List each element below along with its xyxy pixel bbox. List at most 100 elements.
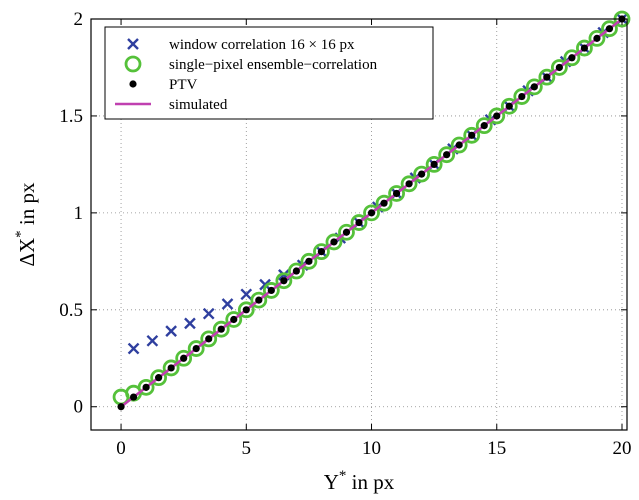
data-point-dot — [205, 335, 213, 343]
data-point-dot — [280, 277, 288, 285]
x-axis-label: Y* in px — [324, 468, 395, 494]
data-point-dot — [129, 80, 137, 88]
data-point-circle — [601, 20, 618, 38]
y-axis-label-units: in px — [15, 182, 39, 230]
data-point-dot — [330, 238, 338, 246]
data-point-dot — [217, 325, 225, 333]
x-marker-stroke — [165, 325, 177, 337]
y-axis-label-base: ΔX — [15, 238, 39, 267]
data-point-circle — [313, 243, 330, 261]
legend-label: single−pixel ensemble−correlation — [169, 57, 378, 73]
data-point-circle — [200, 330, 218, 348]
data-point-dot — [367, 209, 376, 217]
data-point-circle — [262, 282, 280, 299]
y-axis-label: ΔX* in px — [13, 182, 39, 267]
data-point-dot — [505, 102, 513, 110]
data-point-dot — [543, 73, 551, 81]
legend-label: simulated — [169, 97, 228, 113]
x-marker-stroke — [184, 317, 196, 330]
x-tick-label: 15 — [487, 438, 506, 459]
data-point-circle — [237, 301, 255, 319]
x-axis-label-base: Y — [324, 470, 339, 494]
data-point-circle — [576, 39, 593, 57]
data-point-circle — [538, 68, 556, 86]
x-axis-label-units: in px — [346, 470, 394, 494]
data-point-circle — [275, 272, 293, 290]
data-point-circle — [338, 223, 355, 241]
legend-label: window correlation 16 × 16 px — [169, 37, 355, 53]
data-point-circle — [475, 117, 493, 135]
data-point-circle — [124, 55, 142, 73]
data-point-circle — [225, 311, 243, 328]
data-point-x-marker — [240, 288, 253, 301]
data-point-circle — [137, 378, 155, 396]
legend-entry: window correlation 16 × 16 px — [127, 37, 355, 53]
axes-box — [90, 18, 628, 431]
data-point-x-marker — [127, 342, 140, 355]
data-point-dot — [192, 344, 200, 353]
legend-label: PTV — [169, 77, 198, 93]
data-point-circle — [375, 194, 393, 212]
x-tick-label: 20 — [612, 438, 631, 459]
legend-entry: simulated — [115, 97, 228, 113]
data-point-dot — [342, 228, 351, 236]
data-point-dot — [255, 296, 263, 304]
data-point-dot — [480, 122, 488, 130]
data-point-dot — [142, 383, 150, 391]
data-point-circle — [300, 252, 318, 270]
data-point-dot — [355, 218, 363, 227]
tick-labels: 0 5 10 15 20 0 0.5 1 1.5 2 — [59, 9, 631, 459]
data-point-x-marker — [165, 325, 177, 337]
data-point-dot — [430, 160, 438, 169]
data-point-dot — [292, 267, 300, 275]
x-tick-label: 0 — [116, 438, 126, 459]
x-marker-stroke — [240, 288, 253, 301]
data-point-circle — [588, 29, 606, 47]
data-point-dot — [555, 63, 563, 72]
data-point-circle — [150, 369, 168, 387]
data-point-circle — [563, 49, 581, 67]
legend-entry: PTV — [129, 77, 198, 93]
data-point-circle — [212, 320, 230, 338]
data-point-x-marker — [221, 298, 234, 310]
data-point-dot — [455, 141, 463, 149]
data-point-circle — [488, 107, 506, 125]
x-tick-label: 10 — [362, 438, 381, 459]
data-point-circle — [287, 262, 305, 280]
data-point-dot — [493, 112, 501, 120]
x-marker-stroke — [221, 298, 234, 310]
data-point-dot — [117, 403, 125, 411]
data-point-circle — [388, 185, 405, 202]
data-point-dot — [530, 83, 538, 91]
data-point-dot — [580, 44, 589, 52]
data-point-circle — [413, 165, 431, 183]
data-point-dot — [317, 248, 326, 256]
axis-ticks — [91, 18, 627, 430]
data-point-dot — [405, 180, 413, 188]
data-point-circle — [325, 233, 343, 251]
data-point-dot — [380, 199, 388, 207]
legend: window correlation 16 × 16 px single−pixe… — [104, 26, 434, 120]
data-point-circle — [250, 291, 268, 309]
data-point-circle — [187, 340, 205, 357]
data-point-dot — [155, 374, 163, 382]
y-tick-label: 0.5 — [59, 300, 83, 321]
data-point-dot — [568, 54, 576, 62]
plot-series — [112, 10, 631, 411]
data-point-dot — [443, 151, 451, 159]
data-point-dot — [242, 306, 250, 314]
x-marker-stroke — [259, 278, 271, 291]
x-axis-label-superscript: * — [339, 468, 347, 484]
y-tick-label: 0 — [74, 397, 84, 418]
series-dot — [117, 15, 626, 411]
data-point-circle — [400, 175, 418, 193]
data-point-x-marker — [184, 317, 196, 330]
data-point-circle — [463, 126, 481, 144]
data-point-circle — [525, 78, 543, 96]
data-point-dot — [180, 354, 188, 362]
data-point-circle — [500, 97, 518, 115]
data-point-circle — [175, 349, 193, 367]
data-point-circle — [425, 156, 443, 173]
data-point-dot — [267, 286, 275, 295]
